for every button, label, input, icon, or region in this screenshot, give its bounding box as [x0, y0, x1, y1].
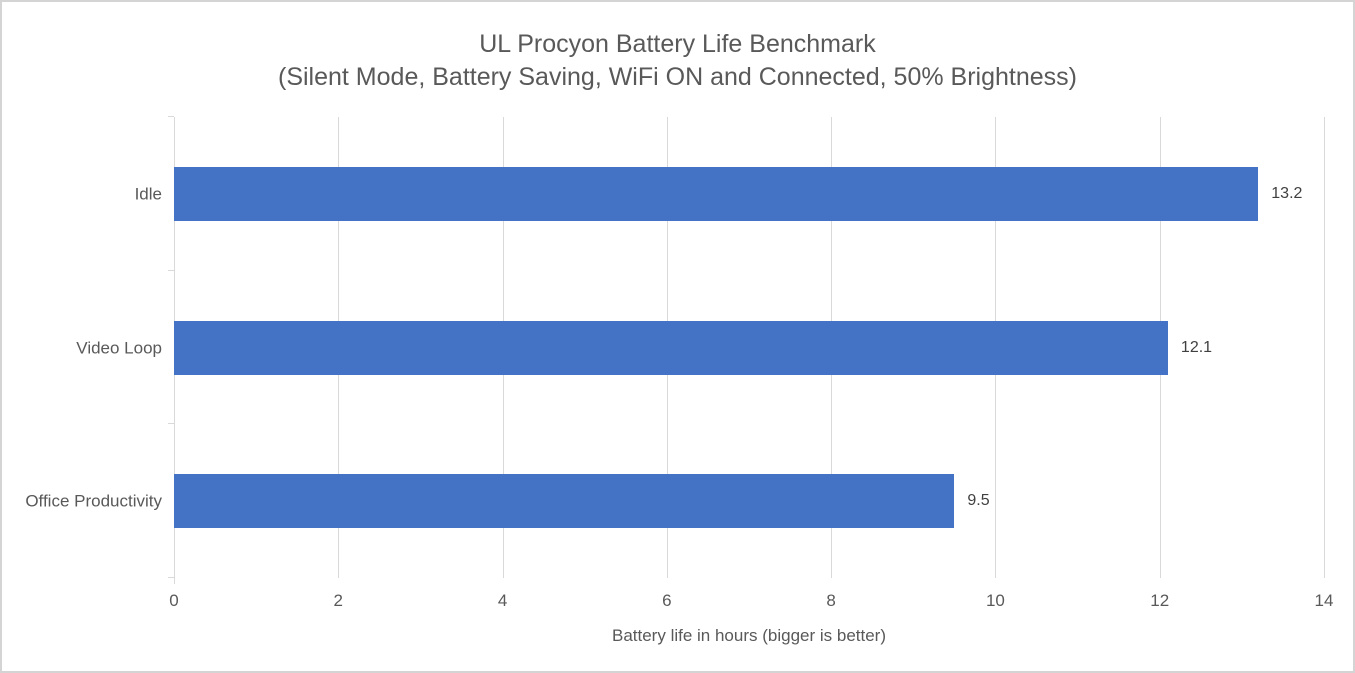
chart-title-line1: UL Procyon Battery Life Benchmark: [479, 30, 876, 58]
value-tick-label: 12: [1150, 591, 1170, 610]
value-tick-label: 14: [1314, 591, 1334, 610]
category-axis-tick: [168, 423, 174, 425]
value-axis-title: Battery life in hours (bigger is better): [611, 626, 886, 645]
data-label: 12.1: [1180, 338, 1213, 356]
category-axis-tick: [168, 577, 174, 578]
value-tick-label: 0: [169, 591, 179, 610]
value-tick-label: 8: [826, 591, 836, 610]
bar-idle: [174, 166, 1259, 221]
category-axis: Idle Video Loop Office Productivity: [2, 117, 162, 578]
data-label: 13.2: [1271, 184, 1303, 202]
category-axis-tick: [168, 116, 174, 117]
category-label: Office Productivity: [25, 491, 162, 511]
category-label: Video Loop: [76, 338, 162, 357]
gridline: [1324, 117, 1325, 578]
value-axis: 0 2 4 6 8 10 12 14: [169, 591, 1333, 614]
value-tick-label: 4: [497, 591, 508, 610]
chart-title: UL Procyon Battery Life Benchmark (Silen…: [2, 28, 1353, 94]
value-tick-label: 6: [662, 591, 672, 610]
chart-title-line2: (Silent Mode, Battery Saving, WiFi ON an…: [278, 63, 1077, 91]
bar-video-loop: [174, 320, 1168, 375]
bar-office-productivity: [174, 474, 955, 529]
data-label: 9.5: [967, 492, 990, 510]
plot-area: 13.2 12.1 9.5: [168, 116, 1325, 584]
category-axis-tick: [168, 269, 174, 271]
value-tick-label: 10: [985, 591, 1005, 610]
value-tick-label: 2: [333, 591, 344, 610]
category-label: Idle: [134, 184, 162, 204]
